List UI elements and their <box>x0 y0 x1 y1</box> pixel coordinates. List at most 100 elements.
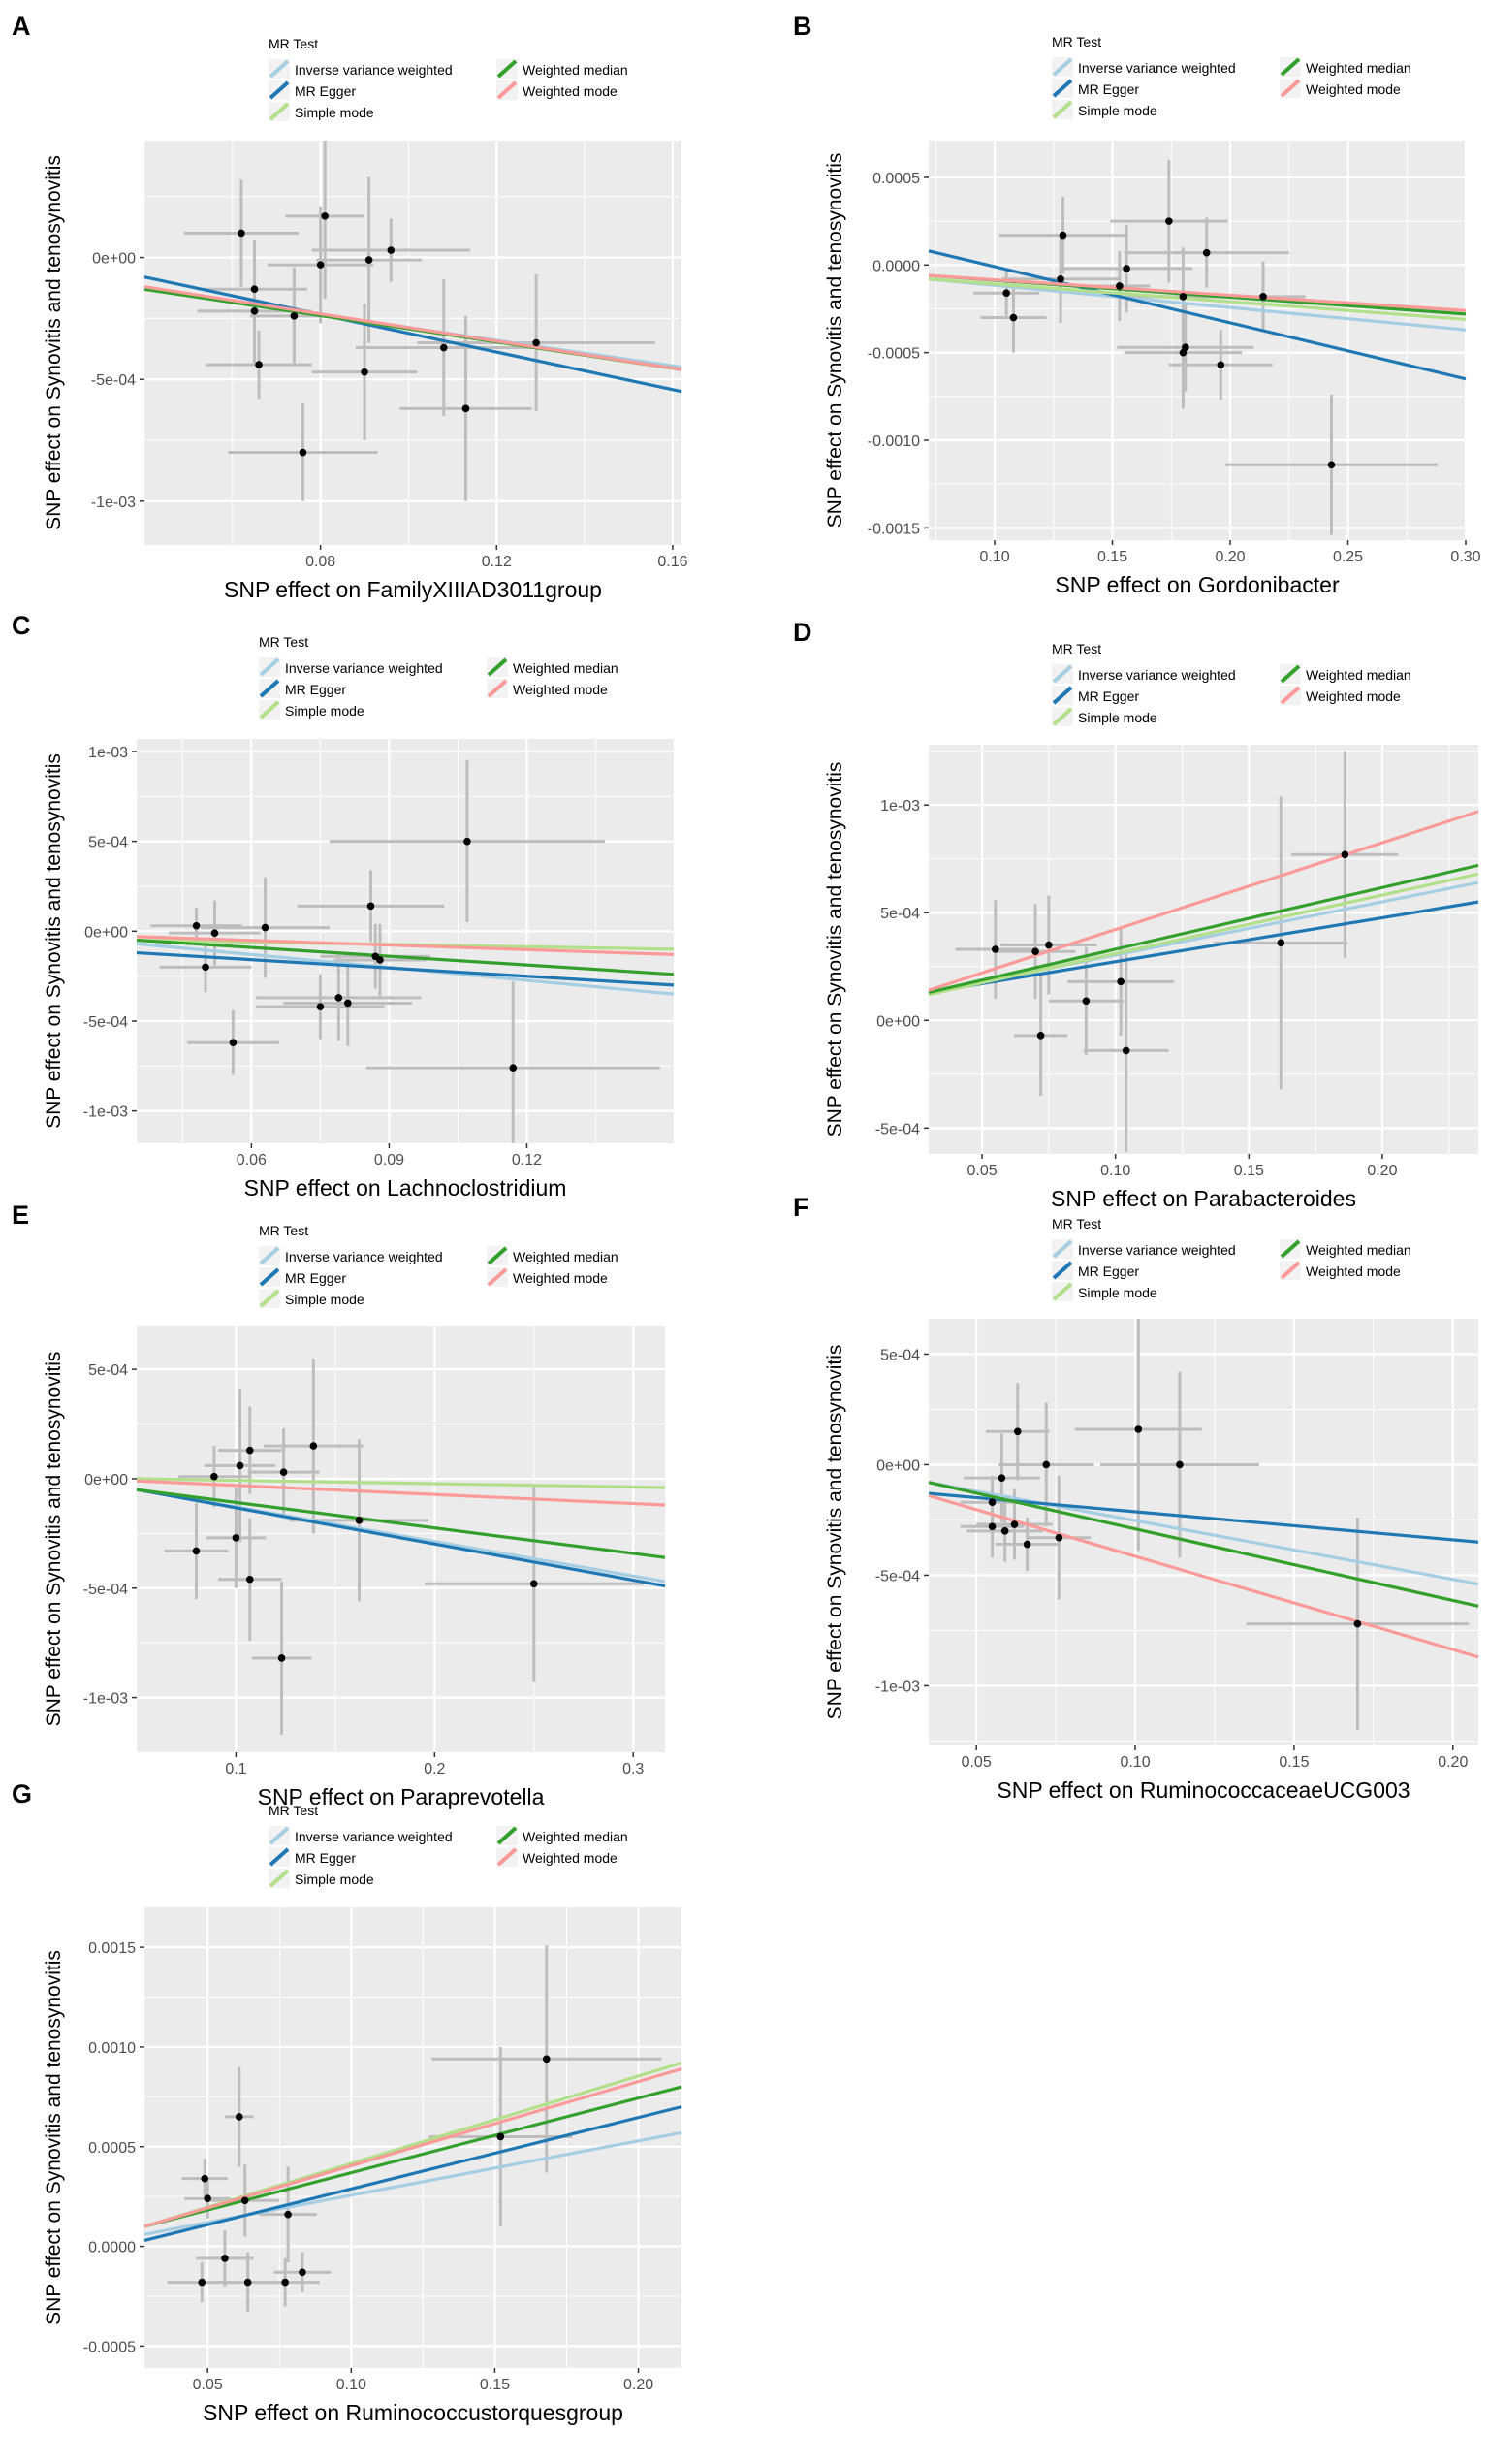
legend-key-line <box>1052 664 1073 684</box>
legend-label: MR Egger <box>1078 81 1139 97</box>
mr-line-mr-egger <box>143 275 682 394</box>
snp-point <box>355 1517 364 1524</box>
mr-lines <box>928 249 1467 381</box>
snp-point <box>1353 1619 1362 1628</box>
panel-b: B MR Test Inverse variance weighted MR Egge… <box>793 12 1481 597</box>
legend-item: Weighted mode <box>496 80 618 100</box>
snp-point <box>1010 1520 1019 1528</box>
legend-label: Weighted mode <box>523 1850 618 1866</box>
snp-point <box>1179 293 1188 301</box>
legend-key-line <box>269 59 290 79</box>
y-tick-label: 5e-04 <box>88 1362 128 1379</box>
x-axis-title: SNP effect on Parabacteroides <box>1051 1186 1356 1211</box>
mr-line-weighted-mode <box>136 935 675 956</box>
x-tick-label: 0.06 <box>237 1152 267 1168</box>
legend-item: Weighted mode <box>1280 686 1401 705</box>
panel-letter: E <box>12 1200 29 1230</box>
legend-title: MR Test <box>259 1223 308 1238</box>
y-tick-label: 0.0015 <box>88 1940 136 1957</box>
x-tick-label: 0.20 <box>1215 549 1245 565</box>
legend-item: Simple mode <box>259 700 364 720</box>
legend-item: Weighted mode <box>1280 79 1401 98</box>
snp-point <box>344 999 352 1008</box>
snp-point <box>243 2278 252 2287</box>
y-axis: -1e-03 -5e-04 0e+00 5e-04 <box>875 1347 929 1695</box>
panel-f: F MR Test Inverse variance weighted MR Egge… <box>793 1193 1479 1803</box>
legend-item: Simple mode <box>1052 707 1157 726</box>
x-tick-label: 0.12 <box>482 554 512 570</box>
x-axis: 0.08 0.12 0.16 <box>305 545 688 570</box>
legend-label: Inverse variance weighted <box>295 1829 453 1844</box>
y-tick-label: 1e-03 <box>880 798 920 815</box>
y-axis-title: SNP effect on Synovitis and tenosynoviti… <box>43 1352 65 1727</box>
mr-line-weighted-mode <box>143 2067 682 2228</box>
y-tick-label: 5e-04 <box>880 1347 920 1363</box>
x-tick-label: 0.08 <box>305 554 335 570</box>
snp-point <box>261 923 269 932</box>
snp-point <box>255 361 263 368</box>
legend-key-line <box>1280 1261 1301 1280</box>
x-axis-title: SNP effect on FamilyXIIIAD3011group <box>224 577 602 602</box>
y-axis-title: SNP effect on Synovitis and tenosynoviti… <box>43 155 65 530</box>
mr-line-inverse-variance-weighted <box>928 277 1467 332</box>
snp-point <box>496 2132 505 2141</box>
snp-point <box>221 2255 229 2262</box>
legend-label: Simple mode <box>285 1292 364 1307</box>
snp-point <box>245 1575 254 1584</box>
legend-item: Inverse variance weighted <box>1052 1239 1236 1259</box>
snp-point <box>309 1442 318 1450</box>
x-tick-label: 0.25 <box>1333 549 1363 565</box>
y-tick-label: -0.0010 <box>868 433 920 450</box>
legend: MR Test Inverse variance weighted MR Egger… <box>259 634 618 720</box>
legend-label: Inverse variance weighted <box>1078 667 1236 683</box>
legend: MR Test Inverse variance weighted MR Egger… <box>1052 641 1411 726</box>
y-tick-label: 0e+00 <box>84 1472 128 1488</box>
snp-point <box>290 312 299 320</box>
legend-key-line <box>269 102 290 121</box>
y-tick-label: 1e-03 <box>88 745 128 761</box>
x-tick-label: 0.05 <box>193 2377 223 2393</box>
snp-points <box>1002 217 1336 469</box>
snp-point <box>1341 850 1349 859</box>
snp-point <box>240 2196 249 2205</box>
legend-key-line <box>259 1289 280 1308</box>
snp-point <box>361 368 368 376</box>
snp-point <box>1327 461 1336 469</box>
y-tick-label: -5e-04 <box>91 372 136 389</box>
snp-point <box>509 1064 518 1072</box>
y-tick-label: 5e-04 <box>880 906 920 922</box>
mr-line-weighted-mode <box>928 1493 1479 1659</box>
y-axis-title: SNP effect on Synovitis and tenosynoviti… <box>43 753 65 1129</box>
snp-point <box>334 994 343 1002</box>
snp-point <box>992 945 999 953</box>
legend-key-line <box>496 80 518 100</box>
x-tick-label: 0.10 <box>1120 1754 1150 1771</box>
legend: MR Test Inverse variance weighted MR Egger… <box>1052 1216 1411 1301</box>
snp-point <box>236 1461 244 1470</box>
y-axis: -1e-03 -5e-04 0e+00 <box>91 251 144 511</box>
legend-item: Inverse variance weighted <box>269 59 453 79</box>
snp-point <box>1134 1425 1143 1433</box>
gridlines <box>929 745 1478 1154</box>
snp-point <box>1059 231 1067 240</box>
mr-lines <box>136 935 675 996</box>
legend-title: MR Test <box>269 36 318 51</box>
x-tick-label: 0.10 <box>336 2377 366 2393</box>
legend-label: MR Egger <box>295 1850 356 1866</box>
snp-point <box>198 2278 206 2287</box>
snp-point <box>1042 1460 1051 1469</box>
y-tick-label: -0.0005 <box>83 2339 136 2355</box>
y-tick-label: -1e-03 <box>875 1679 920 1695</box>
mr-lines <box>928 1481 1479 1659</box>
legend-item: Weighted median <box>1280 57 1411 77</box>
x-axis-title: SNP effect on Ruminococcustorquesgroup <box>203 2400 623 2425</box>
y-axis-title: SNP effect on Synovitis and tenosynoviti… <box>43 1950 65 2325</box>
x-tick-label: 0.12 <box>512 1152 542 1168</box>
mr-line-mr-egger <box>928 249 1467 381</box>
snp-point <box>364 256 373 264</box>
snp-point <box>1116 282 1124 290</box>
legend-label: Simple mode <box>1078 710 1157 725</box>
legend-label: MR Egger <box>1078 688 1139 704</box>
mr-line-mr-egger <box>143 2105 682 2242</box>
snp-point <box>235 2113 243 2121</box>
